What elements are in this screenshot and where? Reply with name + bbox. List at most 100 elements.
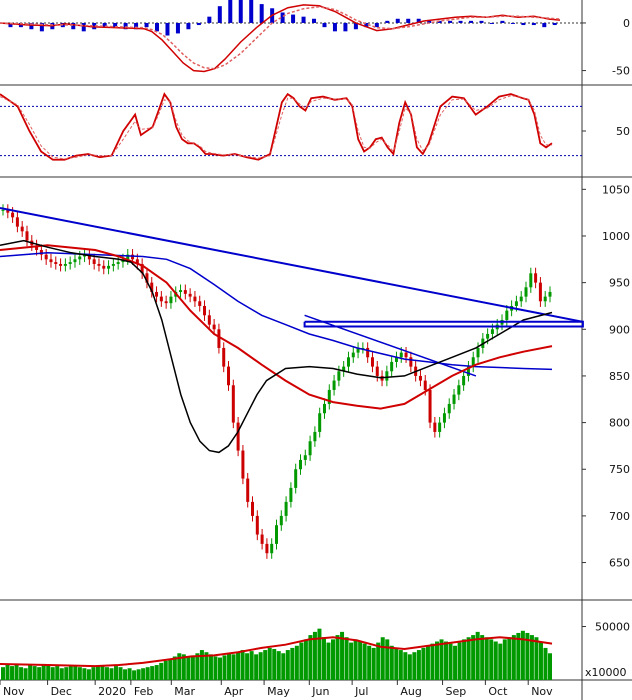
- candle-body: [63, 263, 67, 266]
- volume-bar: [254, 654, 259, 680]
- volume-bar: [543, 647, 548, 680]
- histogram-bar: [312, 18, 317, 23]
- volume-bar: [317, 628, 322, 680]
- candle-body: [390, 361, 394, 372]
- candle-body: [514, 301, 518, 306]
- histogram-bar: [249, 0, 254, 23]
- histogram-bar: [427, 20, 432, 23]
- overlay-line: [303, 320, 584, 328]
- volume-bar: [114, 666, 119, 680]
- volume-bar: [41, 663, 46, 680]
- candle-body: [346, 357, 350, 367]
- candle-body: [6, 209, 10, 213]
- x-tick-label: 2020: [98, 685, 126, 698]
- volume-bar: [1, 667, 5, 680]
- volume-bar: [23, 668, 28, 680]
- candle-body: [193, 296, 197, 302]
- volume-bar: [520, 630, 525, 680]
- volume-bar: [263, 650, 268, 680]
- volume-bar: [371, 647, 376, 680]
- histogram-bar: [406, 18, 411, 23]
- volume-bar: [326, 642, 331, 680]
- y-tick-label: 1000: [602, 230, 630, 243]
- volume-bar: [86, 669, 91, 680]
- macd-line: [0, 6, 561, 70]
- candle-body: [538, 282, 542, 302]
- volume-bar: [362, 643, 367, 680]
- volume-bar: [303, 639, 308, 680]
- candle-body: [39, 249, 43, 255]
- volume-bar: [394, 647, 399, 680]
- candle-body: [361, 347, 365, 349]
- histogram-bar: [416, 18, 421, 23]
- volume-bar: [267, 647, 272, 680]
- candle-body: [164, 301, 168, 304]
- volume-bar: [14, 663, 19, 680]
- volume-bar: [425, 645, 430, 680]
- volume-bar: [204, 652, 209, 680]
- volume-bar: [398, 650, 403, 680]
- x-tick-label: May: [267, 685, 290, 698]
- volume-bar: [190, 655, 195, 680]
- candle-body: [222, 347, 226, 367]
- candle-body: [131, 254, 135, 260]
- candle-body: [366, 347, 370, 358]
- candle-body: [327, 389, 331, 404]
- candle-body: [284, 501, 288, 516]
- candle-body: [404, 352, 408, 358]
- volume-bar: [19, 667, 24, 680]
- y-tick-label: 50: [616, 125, 630, 138]
- volume-bar: [258, 652, 263, 680]
- volume-bar: [453, 645, 458, 680]
- x-tick-label: Nov: [3, 685, 25, 698]
- candle-body: [294, 469, 298, 488]
- histogram-bar: [175, 22, 180, 34]
- volume-bar: [177, 653, 182, 680]
- overlay-line: [0, 239, 553, 454]
- candle-body: [418, 375, 422, 381]
- candle-body: [529, 273, 533, 288]
- candle-body: [92, 259, 96, 264]
- x-axis: Nov Dec 2020 Feb Mar Apr May Jun Jul Aug Sep Oct Nov: [0, 680, 553, 698]
- volume-panel: 50000 x10000: [0, 621, 630, 680]
- volume-bar: [77, 667, 82, 680]
- candle-body: [375, 366, 379, 376]
- candle-body: [433, 422, 437, 432]
- volume-bar: [163, 660, 168, 680]
- candle-body: [111, 263, 115, 266]
- x-tick-label: Apr: [224, 685, 244, 698]
- volume-bar: [285, 650, 290, 680]
- candle-body: [212, 324, 216, 330]
- candle-body: [351, 352, 355, 358]
- volume-bar: [353, 639, 358, 680]
- histogram-bar: [29, 22, 34, 30]
- histogram-bar: [479, 20, 484, 23]
- candle-body: [25, 231, 29, 241]
- volume-bar: [240, 650, 245, 680]
- candle-body: [298, 459, 302, 470]
- candle-body: [486, 333, 490, 339]
- volume-bar: [466, 637, 471, 680]
- candle-body: [231, 385, 235, 423]
- candle-body: [457, 385, 461, 395]
- x-tick-label: Aug: [400, 685, 421, 698]
- volume-bar: [407, 654, 412, 680]
- volume-bar: [457, 642, 462, 680]
- volume-bar: [64, 667, 69, 680]
- candle-body: [1, 209, 5, 211]
- candle-body: [227, 366, 231, 386]
- volume-bar: [91, 667, 96, 680]
- candle-body: [471, 357, 475, 367]
- candle-body: [318, 413, 322, 432]
- volume-bar: [168, 658, 173, 680]
- candle-body: [15, 217, 19, 227]
- candle-body: [543, 296, 547, 302]
- histogram-bar: [280, 12, 285, 23]
- volume-bar: [222, 655, 227, 680]
- candle-body: [236, 422, 240, 451]
- volume-bar: [525, 632, 530, 680]
- candle-body: [44, 254, 48, 260]
- volume-bar: [299, 642, 304, 680]
- histogram-bar: [510, 22, 515, 24]
